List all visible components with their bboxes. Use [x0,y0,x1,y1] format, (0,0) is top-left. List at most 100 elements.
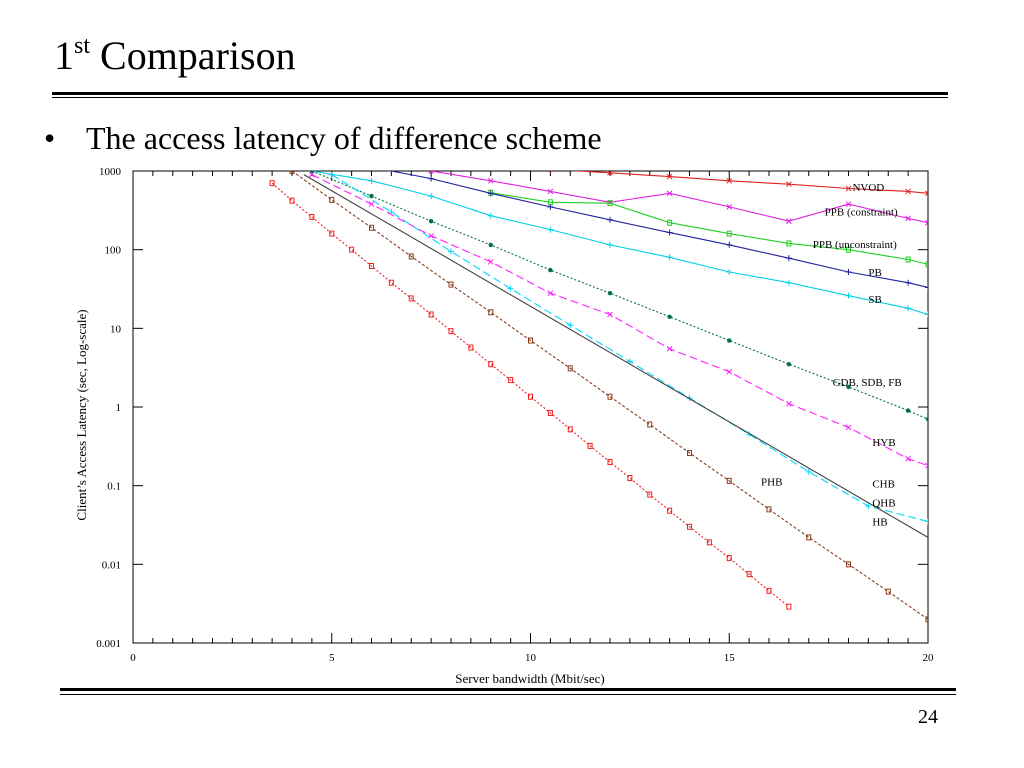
data-point [925,416,928,422]
data-point [845,269,852,276]
data-point [488,361,494,368]
data-point [666,229,673,236]
data-point [607,311,613,318]
data-point [905,408,911,413]
bullet-item: • The access latency of difference scheme [44,118,602,158]
series-hb [303,174,928,538]
data-point [309,171,315,178]
data-point [846,246,851,253]
series-line-gdb-sdb-fb [311,171,928,420]
data-point [607,200,613,207]
y-tick-label: 1 [116,402,122,414]
data-point [726,204,733,210]
data-point [567,322,574,329]
data-point [349,246,355,253]
data-point [647,491,653,498]
data-point [309,171,315,174]
data-point [666,345,673,352]
data-point [806,534,812,541]
data-point [726,269,733,276]
series-line-hb [303,174,928,538]
data-point [607,290,613,296]
data-point [567,365,573,372]
data-point [785,279,792,286]
curve-label-gdb-sdb-fb: GDB, SDB, FB [833,377,902,389]
data-point [666,190,673,197]
data-point [448,281,454,288]
data-point [925,616,928,623]
x-axis-label: Server bandwidth (Mbit/sec) [455,671,604,686]
data-point [786,240,792,247]
data-point [607,241,613,248]
data-point [786,361,792,367]
x-tick-label: 20 [923,652,935,664]
data-point [408,295,414,302]
data-point [329,230,335,237]
data-point [368,201,375,207]
data-point [547,290,554,297]
curve-label-nvod: NVOD [852,182,884,194]
data-point [805,468,812,475]
data-point [369,224,374,231]
data-point [885,588,891,595]
data-point [925,261,928,268]
data-point [388,171,395,174]
x-tick-label: 15 [724,652,736,664]
series-nvod [389,160,928,197]
series-hyb [309,171,928,469]
data-point [667,507,673,514]
y-tick-label: 0.1 [107,481,121,493]
data-point [369,193,374,199]
data-point [786,181,792,188]
slide-title: 1st Comparison [54,32,296,80]
data-point [726,230,732,237]
data-point [487,212,494,219]
data-point [766,587,772,594]
data-point [408,253,414,260]
curve-label-qhb: QHB [872,498,895,510]
data-point [388,209,395,216]
data-point [528,393,533,400]
data-point [547,226,554,233]
data-point [547,203,554,210]
data-point [488,242,493,248]
data-point [269,180,275,187]
data-point [607,393,613,400]
data-point [368,177,375,184]
data-point [925,311,928,318]
page-number: 24 [918,706,938,728]
data-point [845,185,852,192]
data-point [388,279,394,286]
curve-label-chb: CHB [872,478,895,490]
slide-title-superscript: st [74,33,91,59]
data-point [905,279,912,286]
series-line-ppb-unconstraint [490,192,928,265]
data-point [547,188,554,195]
curve-label-pb: PB [868,267,881,279]
data-point [905,188,911,195]
data-point [429,162,434,167]
data-point [746,571,752,578]
data-point [607,458,613,465]
series-pb [388,171,928,291]
data-point [428,232,434,239]
data-point [925,518,928,525]
data-point [428,311,434,318]
data-point [428,175,435,182]
data-point [766,506,772,513]
data-point [289,197,295,204]
data-point [548,267,553,273]
series-gdb-sdb-fb [309,171,928,422]
x-tick-label: 0 [130,652,136,664]
data-point [328,171,335,178]
data-point [925,462,928,469]
title-rule-bottom [52,97,948,98]
data-point [389,160,394,165]
data-point [726,177,733,184]
y-tick-label: 0.001 [96,638,121,650]
series-line-qhb [291,171,928,620]
data-point [667,219,673,226]
data-point [567,426,573,433]
data-point [846,561,851,568]
data-point [607,171,613,176]
